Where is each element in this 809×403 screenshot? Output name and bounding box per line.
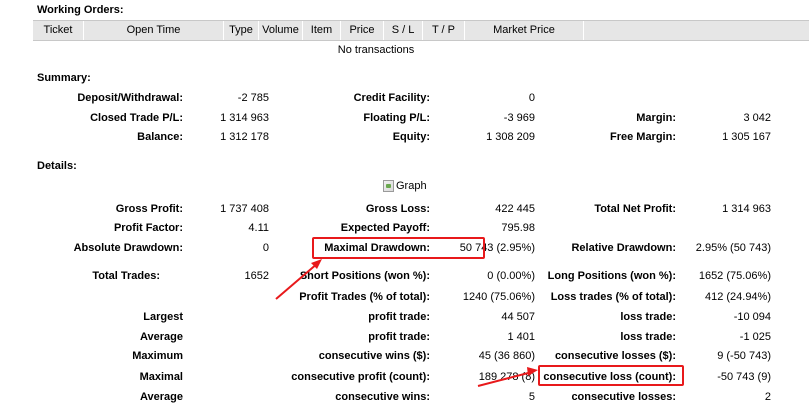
arrow-drawdown-head [311, 259, 322, 269]
largest-label: Largest [143, 311, 183, 323]
short-positions-value: 0 (0.00%) [487, 270, 535, 282]
no-transactions-message: No transactions [337, 44, 415, 56]
loss-trades-label: Loss trades (% of total): [550, 291, 676, 303]
largest-loss-trade-label: loss trade: [620, 311, 676, 323]
largest-profit-trade-value: 44 507 [501, 311, 535, 323]
column-item[interactable]: Item [303, 21, 341, 40]
long-positions-label: Long Positions (won %): [547, 270, 676, 282]
consecutive-loss-highlight [538, 365, 684, 386]
consecutive-profit-count-value: 189 278 (8) [478, 371, 535, 383]
graph-image[interactable]: Graph [383, 179, 429, 193]
profit-factor-label: Profit Factor: [113, 222, 183, 234]
gross-profit-value: 1 737 408 [220, 203, 269, 215]
gross-loss-value: 422 445 [495, 203, 535, 215]
maximal-drawdown-value: 50 743 (2.95%) [459, 242, 535, 254]
relative-drawdown-label: Relative Drawdown: [571, 242, 676, 254]
loss-trades-value: 412 (24.94%) [704, 291, 771, 303]
largest-loss-trade-value: -10 094 [733, 311, 771, 323]
average-label: Average [139, 331, 183, 343]
consecutive-loss-count-label: consecutive loss (count): [543, 371, 676, 383]
maximal-drawdown-label: Maximal Drawdown: [324, 242, 430, 254]
consecutive-loss-count-value: -50 743 (9) [717, 371, 771, 383]
equity-value: 1 308 209 [486, 131, 535, 143]
deposit-label: Deposit/Withdrawal: [77, 92, 183, 104]
graph-alt-text: Graph [396, 180, 427, 192]
column-volume[interactable]: Volume [259, 21, 303, 40]
consecutive-losses-value: 9 (-50 743) [717, 350, 771, 362]
expected-payoff-label: Expected Payoff: [340, 222, 430, 234]
gross-loss-label: Gross Loss: [365, 203, 430, 215]
profit-trades-label: Profit Trades (% of total): [299, 291, 430, 303]
working-orders-title: Working Orders: [37, 4, 124, 16]
floating-pl-label: Floating P/L: [363, 112, 430, 124]
total-trades-label: Total Trades: [92, 270, 160, 282]
deposit-value: -2 785 [237, 92, 269, 104]
free-margin-label: Free Margin: [609, 131, 676, 143]
gross-profit-label: Gross Profit: [115, 203, 183, 215]
total-net-profit-value: 1 314 963 [722, 203, 771, 215]
consecutive-wins-label: consecutive wins ($): [318, 350, 430, 362]
average-loss-trade-value: -1 025 [739, 331, 771, 343]
column-tp[interactable]: T / P [423, 21, 465, 40]
largest-profit-trade-label: profit trade: [368, 311, 430, 323]
profit-trades-value: 1240 (75.06%) [462, 291, 535, 303]
expected-payoff-value: 795.98 [501, 222, 535, 234]
consecutive-profit-count-label: consecutive profit (count): [291, 371, 430, 383]
margin-label: Margin: [636, 112, 676, 124]
credit-label: Credit Facility: [353, 92, 430, 104]
margin-value: 3 042 [743, 112, 771, 124]
total-trades-value: 1652 [244, 270, 269, 282]
column-type[interactable]: Type [224, 21, 259, 40]
floating-pl-value: -3 969 [503, 112, 535, 124]
avg-consecutive-wins-label: consecutive wins: [335, 391, 430, 403]
short-positions-label: Short Positions (won %): [299, 270, 430, 282]
profit-factor-value: 4.11 [248, 222, 269, 234]
free-margin-value: 1 305 167 [722, 131, 771, 143]
balance-value: 1 312 178 [220, 131, 269, 143]
consecutive-losses-label: consecutive losses ($): [554, 350, 676, 362]
total-net-profit-label: Total Net Profit: [594, 203, 676, 215]
average-consecutive-label: Average [139, 391, 183, 403]
average-profit-trade-label: profit trade: [368, 331, 430, 343]
maximum-label: Maximum [132, 350, 183, 362]
column-market-price[interactable]: Market Price [465, 21, 584, 40]
column-sl[interactable]: S / L [384, 21, 423, 40]
absolute-drawdown-value: 0 [262, 242, 269, 254]
column-empty [584, 21, 809, 40]
credit-value: 0 [528, 92, 535, 104]
broken-image-icon [383, 180, 394, 192]
working-orders-header: Ticket Open Time Type Volume Item Price … [33, 20, 809, 41]
maximal-drawdown-highlight [312, 237, 485, 259]
summary-title: Summary: [37, 72, 91, 84]
balance-label: Balance: [137, 131, 183, 143]
average-profit-trade-value: 1 401 [507, 331, 535, 343]
consecutive-wins-value: 45 (36 860) [478, 350, 535, 362]
long-positions-value: 1652 (75.06%) [698, 270, 771, 282]
relative-drawdown-value: 2.95% (50 743) [695, 242, 771, 254]
average-loss-trade-label: loss trade: [620, 331, 676, 343]
column-open-time[interactable]: Open Time [84, 21, 224, 40]
column-ticket[interactable]: Ticket [33, 21, 84, 40]
absolute-drawdown-label: Absolute Drawdown: [73, 242, 183, 254]
details-title: Details: [37, 160, 77, 172]
maximal-label: Maximal [139, 371, 183, 383]
avg-consecutive-wins-value: 5 [528, 391, 535, 403]
equity-label: Equity: [392, 131, 430, 143]
column-price[interactable]: Price [341, 21, 384, 40]
avg-consecutive-losses-value: 2 [764, 391, 771, 403]
avg-consecutive-losses-label: consecutive losses: [571, 391, 676, 403]
closed-pl-value: 1 314 963 [220, 112, 269, 124]
closed-pl-label: Closed Trade P/L: [90, 112, 183, 124]
